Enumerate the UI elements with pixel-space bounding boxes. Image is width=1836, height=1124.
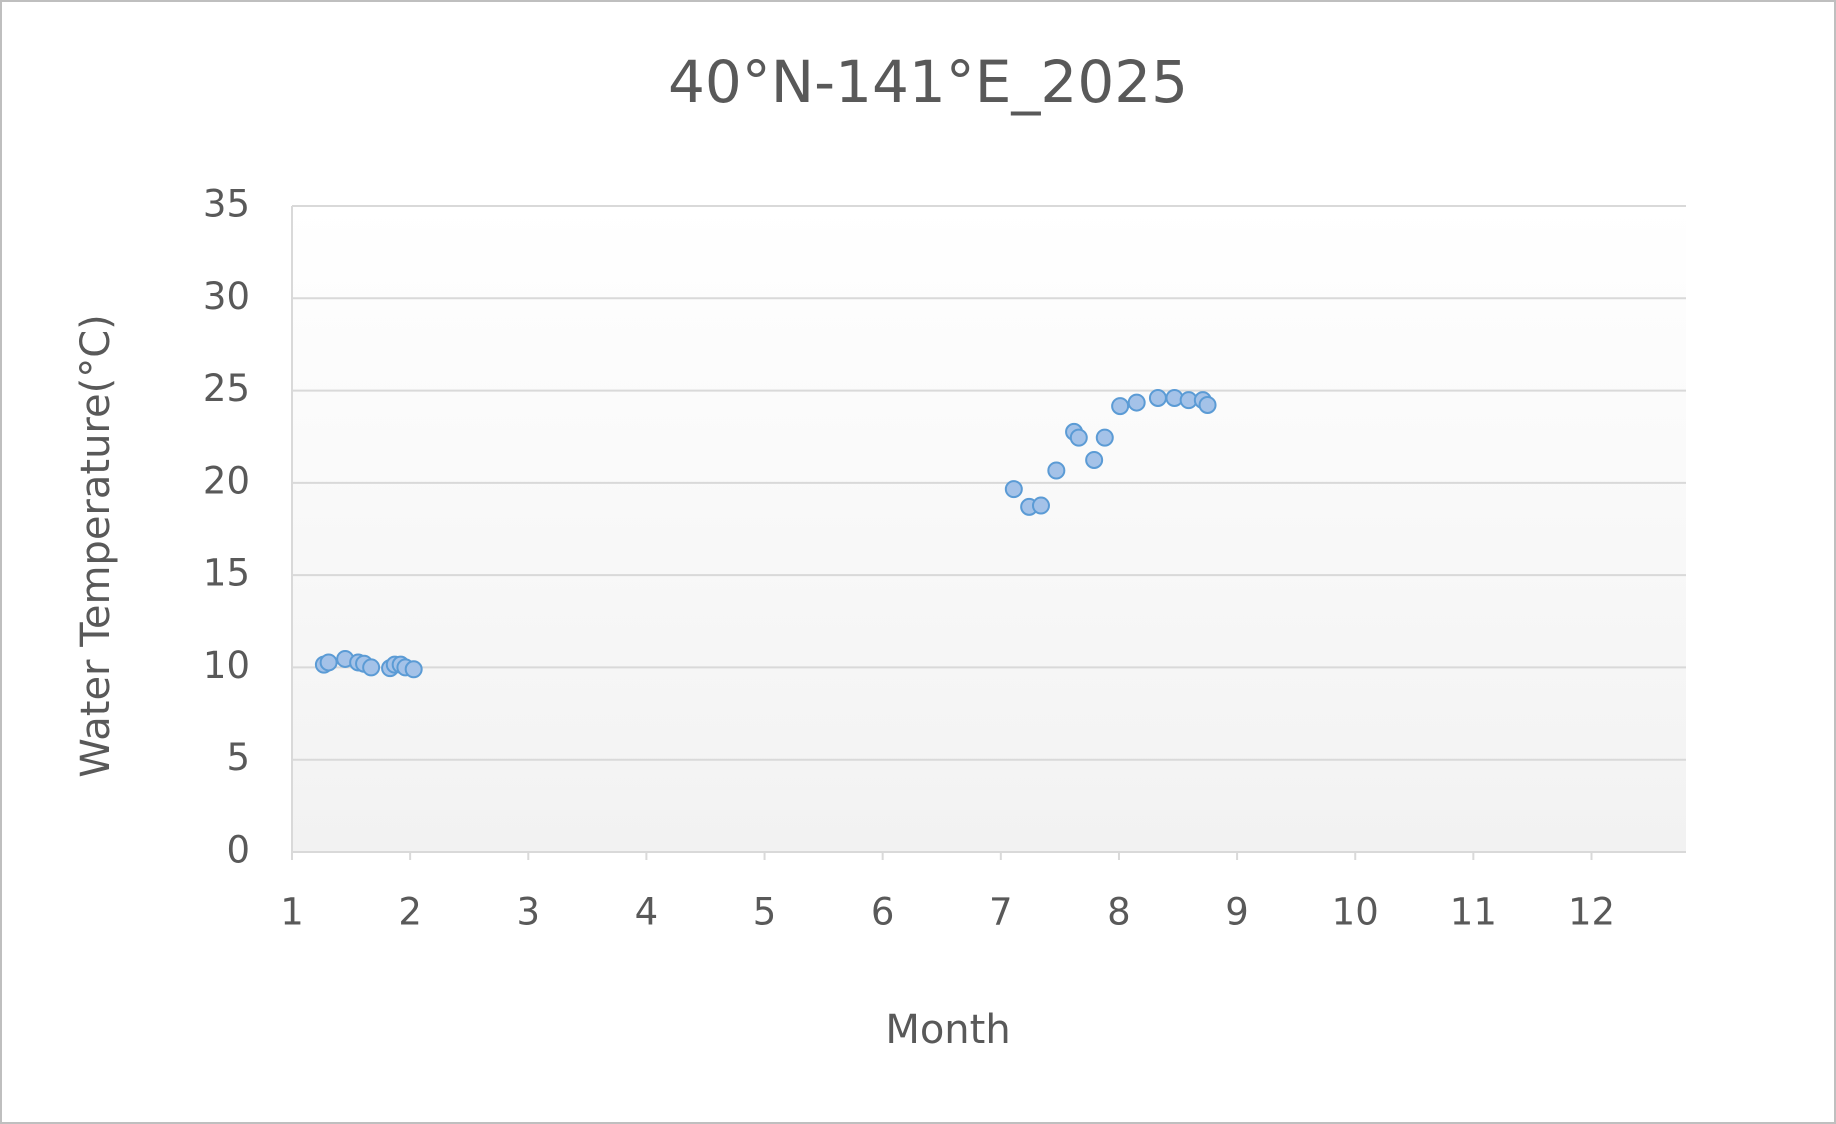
x-tick-label: 8 (1107, 891, 1131, 934)
plot-area (292, 206, 1686, 852)
point (319, 653, 338, 672)
x-tick-label: 7 (989, 891, 1013, 934)
point (1004, 480, 1023, 499)
point (1085, 450, 1104, 469)
x-tick-label: 5 (753, 891, 777, 934)
chart-title: 40°N-141°E_2025 (668, 48, 1188, 116)
point (1127, 393, 1146, 412)
x-tick-label: 10 (1332, 891, 1379, 934)
x-tick-label: 3 (516, 891, 540, 934)
point (1047, 461, 1066, 480)
point (1069, 428, 1088, 447)
y-tick-label: 20 (203, 459, 250, 502)
x-axis-label: Month (885, 1007, 1010, 1053)
x-tick-label: 9 (1225, 891, 1249, 934)
point (1111, 397, 1130, 416)
x-tick-label: 6 (871, 891, 895, 934)
point (404, 660, 423, 679)
x-tick-label: 1 (280, 891, 304, 934)
y-axis-label: Water Temperature(°C) (73, 314, 119, 777)
y-tick-label: 10 (203, 644, 250, 687)
point (1148, 388, 1167, 407)
y-tick-label: 30 (203, 275, 250, 318)
y-tick-label: 25 (203, 367, 250, 410)
x-tick-label: 2 (398, 891, 422, 934)
x-tick-label: 11 (1450, 891, 1497, 934)
y-tick-label: 0 (226, 829, 250, 872)
y-tick-label: 15 (203, 552, 250, 595)
point (362, 658, 381, 677)
point (1095, 428, 1114, 447)
y-tick-label: 35 (203, 183, 250, 226)
x-tick-label: 12 (1568, 891, 1615, 934)
point (1031, 496, 1050, 515)
x-tick-label: 4 (635, 891, 659, 934)
y-tick-label: 5 (226, 736, 250, 779)
point (1198, 395, 1217, 414)
